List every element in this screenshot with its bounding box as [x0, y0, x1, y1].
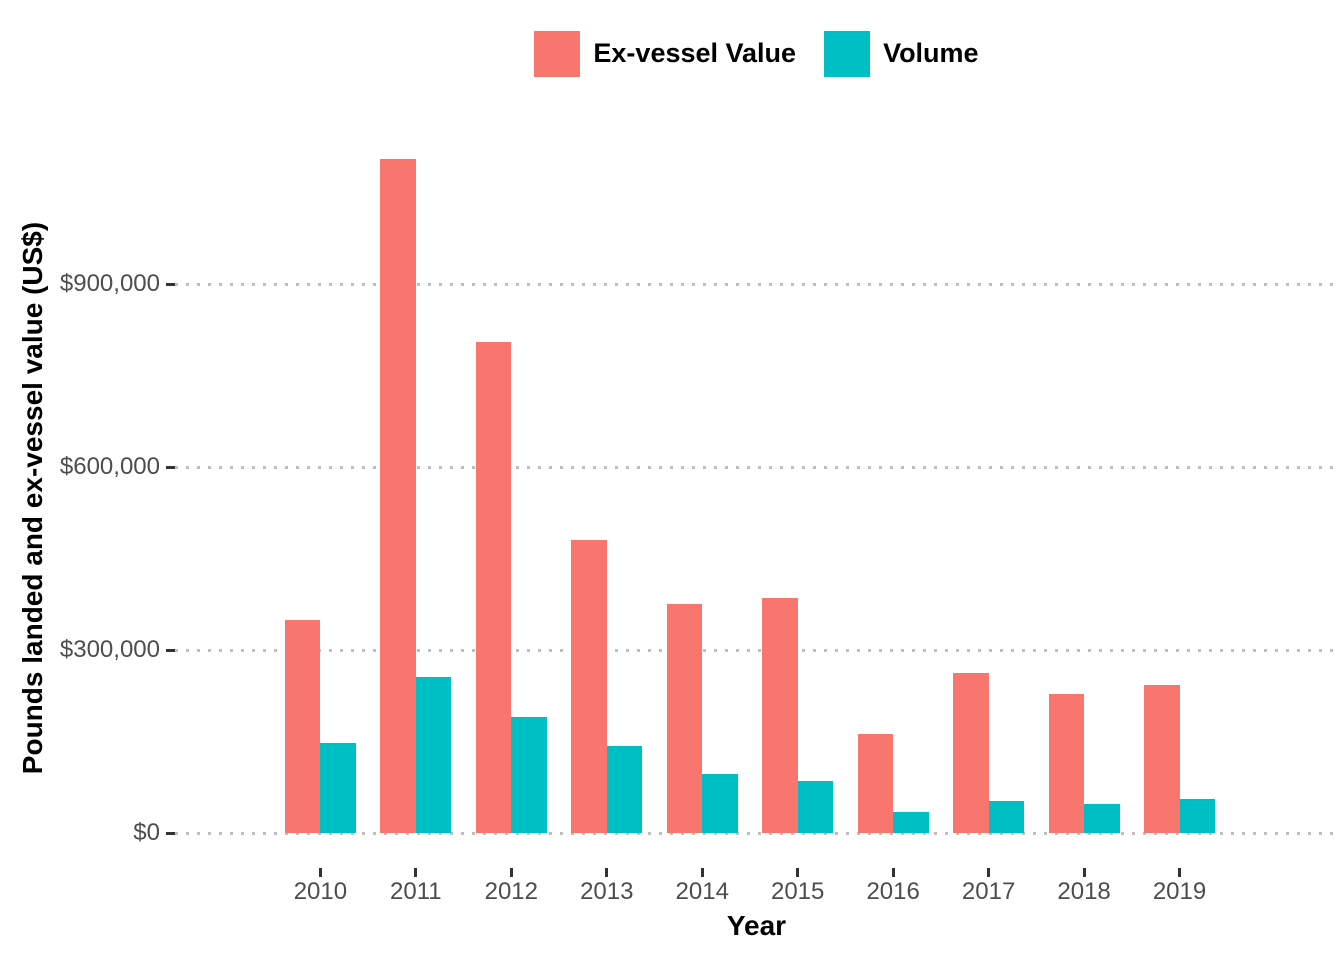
x-tick-label-2018: 2018 — [1057, 878, 1111, 905]
legend-swatch-ex-vessel-value — [534, 30, 581, 77]
y-tick-label: $0 — [133, 819, 160, 846]
bar-volume-2019 — [1179, 799, 1216, 833]
y-tick-label: $600,000 — [59, 453, 160, 480]
bar-ex-vessel-value-2014 — [666, 604, 703, 833]
x-axis-tick-2016 — [891, 868, 895, 877]
x-tick-label-2010: 2010 — [293, 878, 348, 905]
legend-label-volume: Volume — [883, 38, 979, 68]
x-axis-tick-2012 — [509, 868, 513, 877]
bar-volume-2017 — [988, 801, 1025, 833]
x-axis-tick-2015 — [796, 868, 800, 877]
bar-ex-vessel-value-2017 — [953, 672, 989, 833]
x-tick-label-2012: 2012 — [484, 878, 538, 905]
bar-ex-vessel-value-2016 — [857, 734, 894, 833]
bar-volume-2016 — [893, 811, 929, 833]
legend-item-volume: Volume — [824, 30, 979, 77]
x-axis-tick-2013 — [605, 868, 609, 877]
y-axis-title: Pounds landed and ex-vessel value (US$) — [17, 221, 48, 775]
gridline-$0 — [175, 832, 1338, 835]
bar-volume-2011 — [415, 677, 452, 833]
y-axis-tick — [166, 832, 175, 835]
x-axis-tick-2011 — [414, 868, 418, 877]
bar-ex-vessel-value-2013 — [571, 540, 607, 833]
x-axis-tick-2017 — [987, 868, 991, 877]
gridline-$600,000 — [175, 466, 1338, 469]
x-tick-label-2016: 2016 — [866, 878, 920, 905]
gridline-$900,000 — [175, 283, 1338, 286]
bar-ex-vessel-value-2018 — [1048, 693, 1085, 833]
bar-volume-2014 — [702, 773, 738, 833]
x-axis-tick-2018 — [1082, 868, 1086, 877]
gridline-$300,000 — [175, 649, 1338, 652]
x-tick-label-2017: 2017 — [961, 878, 1016, 905]
x-tick-label-2013: 2013 — [580, 878, 634, 905]
bar-ex-vessel-value-2015 — [762, 598, 798, 833]
bar-ex-vessel-value-2019 — [1144, 684, 1180, 833]
y-axis-tick — [166, 649, 175, 652]
x-axis-tick-2010 — [318, 868, 322, 877]
legend: Ex-vessel Value Volume — [175, 30, 1338, 77]
bar-volume-2012 — [511, 717, 547, 833]
bar-ex-vessel-value-2012 — [475, 341, 512, 833]
y-tick-label: $900,000 — [59, 270, 160, 297]
bar-volume-2010 — [320, 742, 356, 833]
legend-swatch-volume — [824, 30, 871, 77]
bar-ex-vessel-value-2010 — [284, 619, 321, 833]
y-axis-tick — [166, 466, 175, 469]
legend-item-ex-vessel-value: Ex-vessel Value — [534, 30, 797, 77]
bar-ex-vessel-value-2011 — [380, 158, 416, 833]
y-tick-label: $300,000 — [59, 636, 160, 663]
x-tick-label-2011: 2011 — [390, 878, 442, 905]
bar-volume-2013 — [606, 745, 643, 833]
y-axis-tick — [166, 283, 175, 286]
x-tick-label-2014: 2014 — [675, 878, 729, 905]
x-axis-tick-2019 — [1178, 868, 1182, 877]
x-tick-label-2015: 2015 — [770, 878, 825, 905]
x-tick-label-2019: 2019 — [1152, 878, 1207, 905]
bar-volume-2015 — [797, 781, 834, 833]
x-axis-tick-2014 — [700, 868, 704, 877]
legend-label-ex-vessel-value: Ex-vessel Value — [593, 38, 797, 68]
x-axis-title: Year — [726, 910, 787, 941]
bar-volume-2018 — [1084, 803, 1120, 833]
